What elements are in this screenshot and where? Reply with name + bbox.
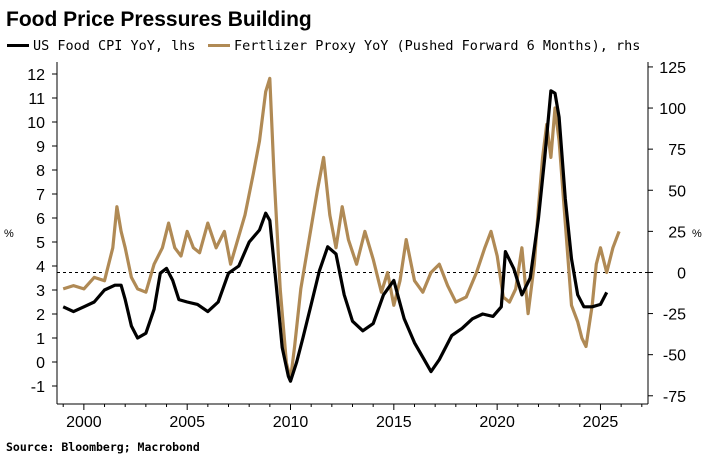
- chart-title: Food Price Pressures Building: [6, 8, 312, 31]
- left-tick-label: -1: [31, 379, 45, 396]
- x-tick-label: 2025: [583, 414, 619, 431]
- left-tick-label: 5: [36, 235, 45, 252]
- right-tick-label: 125: [659, 60, 686, 77]
- left-tick-label: 11: [28, 91, 45, 108]
- right-tick-label: 100: [659, 101, 686, 118]
- left-tick-label: 0: [36, 355, 45, 372]
- x-axis-ticks: 2000 2005 2010 2015 2020 2025: [62, 404, 643, 431]
- legend: US Food CPI YoY, lhs Fertlizer Proxy YoY…: [7, 38, 640, 54]
- left-tick-label: 4: [36, 259, 45, 276]
- left-tick-label: 1: [36, 331, 45, 348]
- x-tick-label: 2015: [376, 414, 412, 431]
- legend-label-fertilizer: Fertlizer Proxy YoY (Pushed Forward 6 Mo…: [234, 38, 640, 54]
- left-tick-label: 9: [36, 139, 45, 156]
- source-note: Source: Bloomberg; Macrobond: [6, 440, 200, 454]
- series-line-food-cpi: [62, 89, 609, 383]
- right-tick-label: -75: [663, 389, 686, 406]
- left-tick-label: 6: [36, 211, 45, 228]
- legend-swatch-fertilizer: [208, 44, 230, 47]
- right-tick-label: 25: [668, 224, 686, 241]
- right-tick-label: 75: [668, 142, 686, 159]
- left-tick-label: 10: [27, 115, 45, 132]
- left-tick-label: 3: [36, 283, 45, 300]
- left-axis-unit: %: [4, 228, 14, 240]
- legend-label-food-cpi: US Food CPI YoY, lhs: [33, 38, 196, 54]
- right-tick-label: 0: [677, 265, 686, 282]
- right-axis-unit: %: [692, 228, 702, 240]
- legend-swatch-food-cpi: [7, 44, 29, 47]
- right-axis-ticks: -75 -50 -25 0 25 50 75 100 125: [648, 60, 686, 406]
- right-tick-label: -50: [663, 348, 686, 365]
- x-tick-label: 2005: [169, 414, 205, 431]
- x-tick-label: 2010: [273, 414, 309, 431]
- right-tick-label: -25: [663, 307, 686, 324]
- x-tick-label: 2000: [66, 414, 102, 431]
- left-tick-label: 2: [36, 307, 45, 324]
- left-tick-label: 8: [36, 163, 45, 180]
- right-tick-label: 50: [668, 183, 686, 200]
- x-tick-label: 2020: [479, 414, 515, 431]
- left-tick-label: 7: [36, 187, 45, 204]
- left-tick-label: 12: [27, 67, 45, 84]
